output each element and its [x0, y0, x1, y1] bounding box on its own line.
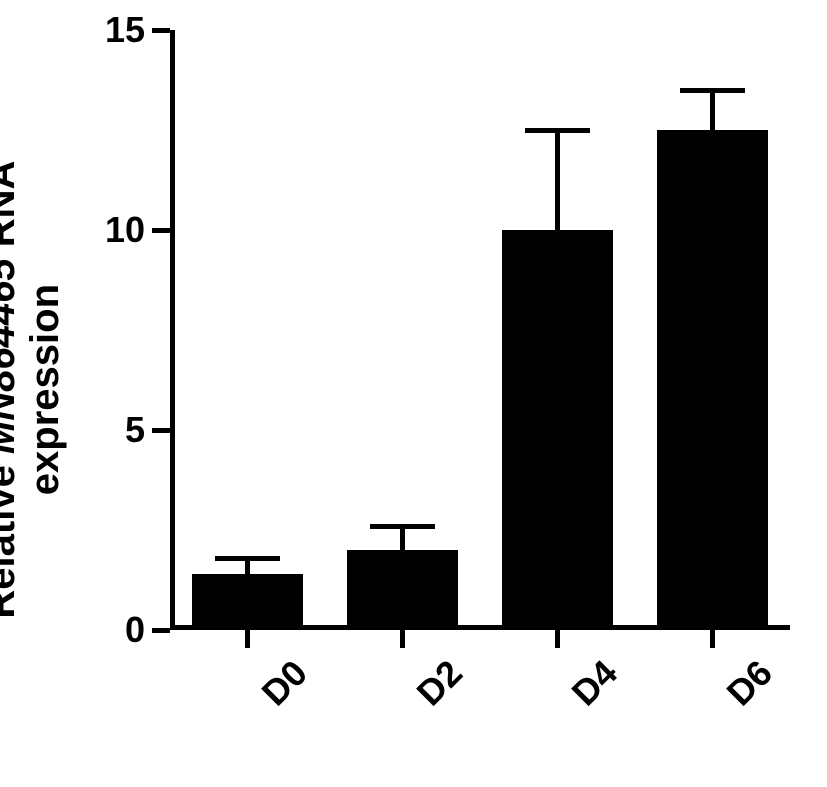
y-axis-label-line2: expression: [23, 160, 67, 618]
x-tick: [555, 630, 560, 648]
chart-container: Relative MN864465 RNAexpression 051015D0…: [0, 0, 827, 787]
bar: [347, 550, 459, 630]
bar: [192, 574, 304, 630]
y-tick: [152, 628, 170, 633]
error-whisker: [710, 90, 715, 130]
y-tick-label: 10: [105, 209, 145, 251]
y-tick-label: 5: [125, 409, 145, 451]
ylabel-suffix: RNA: [0, 160, 23, 258]
plot-area: 051015D0D2D4D6: [170, 30, 790, 630]
error-cap: [370, 524, 435, 529]
x-tick-label: D2: [408, 652, 470, 714]
error-cap: [525, 128, 590, 133]
x-tick: [245, 630, 250, 648]
bar: [502, 230, 614, 630]
x-tick-label: D6: [718, 652, 780, 714]
y-tick: [152, 228, 170, 233]
x-tick-label: D4: [563, 652, 625, 714]
error-whisker: [400, 526, 405, 550]
x-tick-label: D0: [253, 652, 315, 714]
y-axis-label: Relative MN864465 RNAexpression: [0, 160, 67, 618]
y-tick: [152, 28, 170, 33]
y-tick: [152, 428, 170, 433]
x-tick: [400, 630, 405, 648]
ylabel-gene-name: MN864465: [0, 258, 23, 454]
bar: [657, 130, 769, 630]
y-axis: [170, 30, 175, 630]
y-tick-label: 0: [125, 609, 145, 651]
y-axis-label-line1: Relative MN864465 RNA: [0, 160, 23, 618]
ylabel-prefix: Relative: [0, 454, 23, 619]
error-cap: [680, 88, 745, 93]
y-tick-label: 15: [105, 9, 145, 51]
x-tick: [710, 630, 715, 648]
error-whisker: [555, 130, 560, 230]
error-cap: [215, 556, 280, 561]
